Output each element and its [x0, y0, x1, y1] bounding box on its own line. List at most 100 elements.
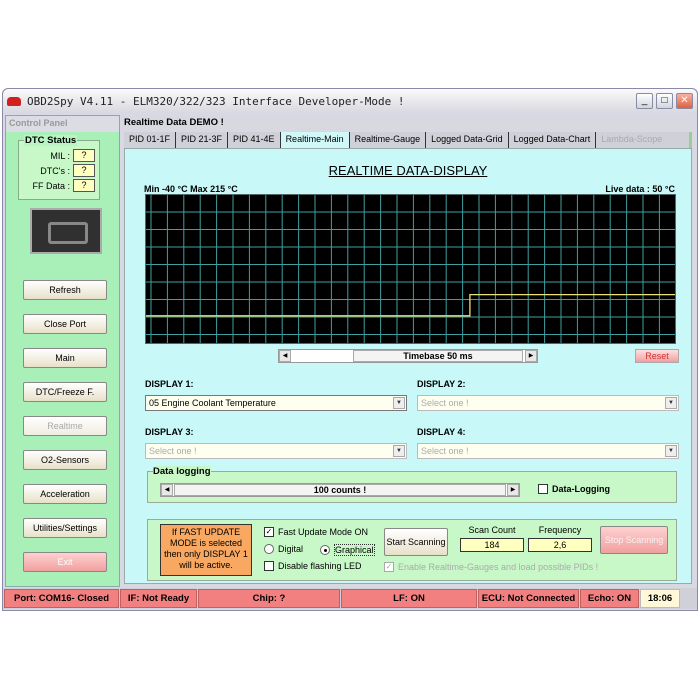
data-logging-label: Data-Logging: [552, 484, 610, 494]
display1-value: 05 Engine Coolant Temperature: [149, 398, 276, 408]
tab-lambda-scope[interactable]: Lambda-Scope: [601, 134, 663, 144]
dtcs-value: ?: [73, 164, 95, 177]
display2-select[interactable]: Select one ! ▼: [417, 395, 679, 411]
mil-value: ?: [73, 149, 95, 162]
display3-select[interactable]: Select one ! ▼: [145, 443, 407, 459]
refresh-button[interactable]: Refresh: [23, 280, 107, 300]
ff-value: ?: [73, 179, 95, 192]
timebase-thumb[interactable]: Timebase 50 ms: [353, 350, 523, 362]
status-port: Port: COM16- Closed: [4, 589, 119, 608]
title-bar: OBD2Spy V4.11 - ELM320/322/323 Interface…: [3, 89, 697, 113]
scroll-left-icon[interactable]: ◀: [279, 350, 291, 362]
tab-realtime-gauge[interactable]: Realtime-Gauge: [350, 132, 427, 148]
digital-radio[interactable]: Digital: [264, 544, 303, 554]
tab-pid-01-1f[interactable]: PID 01-1F: [124, 132, 177, 148]
stop-scanning-button[interactable]: Stop Scanning: [600, 526, 668, 554]
display3-value: Select one !: [149, 446, 197, 456]
display1-select[interactable]: 05 Engine Coolant Temperature ▼: [145, 395, 407, 411]
chevron-down-icon[interactable]: ▼: [665, 397, 677, 409]
status-lf: LF: ON: [341, 589, 477, 608]
status-if: IF: Not Ready: [120, 589, 197, 608]
ff-label: FF Data :: [32, 180, 70, 191]
disable-led-checkbox[interactable]: Disable flashing LED: [264, 561, 362, 571]
fast-mode-note: If FAST UPDATE MODE is selected then onl…: [160, 524, 252, 576]
scroll-left-icon[interactable]: ◀: [161, 484, 173, 496]
window-title: OBD2Spy V4.11 - ELM320/322/323 Interface…: [27, 94, 405, 108]
timebase-scrollbar[interactable]: ◀ Timebase 50 ms ▶: [278, 349, 538, 363]
close-port-button[interactable]: Close Port: [23, 314, 107, 334]
tab-bar: PID 01-1F PID 21-3F PID 41-4E Realtime-M…: [124, 132, 692, 148]
start-scanning-button[interactable]: Start Scanning: [384, 528, 448, 556]
dtcs-label: DTC's :: [40, 165, 70, 176]
scan-count-label: Scan Count: [468, 525, 516, 535]
dtc-freeze-button[interactable]: DTC/Freeze F.: [23, 382, 107, 402]
check-icon[interactable]: ✓: [264, 527, 274, 537]
display-title: REALTIME DATA-DISPLAY: [328, 163, 488, 178]
status-bar: Port: COM16- Closed IF: Not Ready Chip: …: [3, 588, 697, 609]
acceleration-button[interactable]: Acceleration: [23, 484, 107, 504]
checkbox-icon[interactable]: [264, 561, 274, 571]
graphical-radio[interactable]: Graphical: [320, 544, 375, 556]
tab-pid-41-4e[interactable]: PID 41-4E: [228, 132, 281, 148]
display2-label: DISPLAY 2:: [417, 379, 466, 389]
chevron-down-icon[interactable]: ▼: [393, 445, 405, 457]
scroll-right-icon[interactable]: ▶: [507, 484, 519, 496]
series-line: [146, 293, 675, 317]
graphical-label: Graphical: [334, 544, 375, 556]
close-button[interactable]: ✕: [676, 93, 693, 109]
scroll-right-icon[interactable]: ▶: [525, 350, 537, 362]
status-ecu: ECU: Not Connected: [478, 589, 579, 608]
frequency-label: Frequency: [538, 525, 582, 535]
counts-thumb[interactable]: 100 counts !: [174, 484, 506, 496]
display4-label: DISPLAY 4:: [417, 427, 466, 437]
tab-logged-data-grid[interactable]: Logged Data-Grid: [426, 132, 509, 148]
mil-label: MIL :: [50, 150, 70, 161]
status-echo: Echo: ON: [580, 589, 639, 608]
display3-label: DISPLAY 3:: [145, 427, 194, 437]
scan-count-value: 184: [460, 538, 524, 552]
fast-update-checkbox[interactable]: ✓ Fast Update Mode ON: [264, 527, 368, 537]
main-header: Realtime Data DEMO !: [124, 117, 224, 128]
reset-button[interactable]: Reset: [635, 349, 679, 363]
realtime-button[interactable]: Realtime: [23, 416, 107, 436]
chevron-down-icon[interactable]: ▼: [393, 397, 405, 409]
chevron-down-icon[interactable]: ▼: [665, 445, 677, 457]
data-logging-group: Data logging ◀ 100 counts ! ▶ Data-Loggi…: [147, 466, 677, 503]
radio-selected-icon[interactable]: [320, 545, 330, 555]
status-time: 18:06: [640, 589, 680, 608]
display4-select[interactable]: Select one ! ▼: [417, 443, 679, 459]
enable-gauges-label: Enable Realtime-Gauges and load possible…: [398, 562, 599, 572]
enable-gauges-checkbox[interactable]: ✓ Enable Realtime-Gauges and load possibl…: [384, 562, 598, 572]
tab-logged-data-chart[interactable]: Logged Data-Chart: [509, 132, 597, 148]
logging-counts-scrollbar[interactable]: ◀ 100 counts ! ▶: [160, 483, 520, 497]
data-logging-title: Data logging: [153, 466, 211, 477]
status-chip: Chip: ?: [198, 589, 340, 608]
control-panel: Control Panel DTC Status MIL :? DTC's :?…: [5, 115, 120, 587]
utilities-settings-button[interactable]: Utilities/Settings: [23, 518, 107, 538]
frequency-value: 2,6: [528, 538, 592, 552]
live-data-label: Live data : 50 °C: [605, 184, 675, 194]
realtime-panel: REALTIME DATA-DISPLAY Min -40 °C Max 215…: [124, 148, 692, 584]
exit-button[interactable]: Exit: [23, 552, 107, 572]
scan-group: If FAST UPDATE MODE is selected then onl…: [147, 519, 677, 581]
dtc-status-title: DTC Status: [24, 135, 78, 146]
app-window: OBD2Spy V4.11 - ELM320/322/323 Interface…: [2, 88, 698, 611]
checkbox-icon[interactable]: [538, 484, 548, 494]
tab-pid-21-3f[interactable]: PID 21-3F: [176, 132, 229, 148]
main-button[interactable]: Main: [23, 348, 107, 368]
minimize-button[interactable]: _: [636, 93, 653, 109]
display4-value: Select one !: [421, 446, 469, 456]
engine-warning-icon: [30, 208, 102, 254]
check-icon[interactable]: ✓: [384, 562, 394, 572]
maximize-button[interactable]: □: [656, 93, 673, 109]
realtime-plot: [145, 194, 676, 344]
radio-icon[interactable]: [264, 544, 274, 554]
range-label: Min -40 °C Max 215 °C: [144, 184, 238, 194]
dtc-status-group: DTC Status MIL :? DTC's :? FF Data :?: [18, 135, 100, 200]
o2-sensors-button[interactable]: O2-Sensors: [23, 450, 107, 470]
disable-led-label: Disable flashing LED: [278, 561, 362, 571]
display1-label: DISPLAY 1:: [145, 379, 194, 389]
tab-realtime-main[interactable]: Realtime-Main: [280, 132, 350, 148]
control-panel-header: Control Panel: [6, 116, 119, 132]
data-logging-checkbox[interactable]: Data-Logging: [538, 484, 610, 494]
